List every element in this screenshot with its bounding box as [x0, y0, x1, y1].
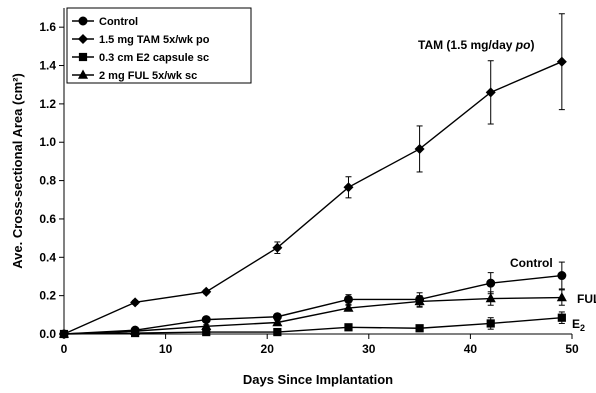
series-line — [63, 317, 562, 335]
data-point — [343, 302, 354, 312]
annotation-tam: TAM (1.5 mg/day po) — [418, 38, 534, 52]
series-4 — [58, 289, 567, 338]
series-line — [63, 274, 562, 335]
y-tick-label: 0.2 — [39, 289, 56, 303]
x-tick-label: 40 — [464, 342, 478, 356]
legend-entry: Control — [99, 16, 138, 28]
data-point — [415, 324, 424, 333]
series-line — [63, 61, 563, 335]
annotation-control: Control — [510, 256, 553, 270]
annotation-e2-sub: 2 — [580, 323, 585, 333]
data-point — [272, 316, 283, 327]
data-point — [486, 278, 496, 288]
legend-marker — [77, 69, 89, 79]
series-layer — [58, 13, 567, 340]
data-point — [130, 297, 141, 308]
legend-marker — [77, 33, 89, 45]
annotation-tam-prefix: TAM (1.5 mg/day — [418, 38, 516, 52]
x-tick-label: 0 — [61, 342, 68, 356]
data-point — [485, 87, 496, 98]
annotations: TAM (1.5 mg/day po) Control FUL E2 — [418, 38, 596, 333]
data-point — [273, 327, 282, 337]
data-point — [201, 320, 212, 331]
data-point — [272, 242, 283, 253]
series-line — [63, 296, 562, 335]
legend-entry: 0.3 cm E2 capsule sc — [99, 52, 209, 64]
x-tick-label: 30 — [362, 342, 376, 356]
y-tick-label: 1.6 — [39, 20, 56, 34]
y-axis-title: Ave. Cross-sectional Area (cm²) — [10, 73, 25, 269]
y-tick-label: 1.0 — [39, 135, 56, 149]
data-point — [486, 319, 495, 328]
legend-marker — [78, 52, 88, 62]
x-tick-label: 50 — [565, 342, 579, 356]
data-point — [414, 143, 425, 154]
y-tick-label: 1.4 — [39, 59, 56, 73]
x-tick-label: 10 — [159, 342, 173, 356]
data-point — [130, 325, 141, 335]
y-tick-label: 1.2 — [39, 97, 56, 111]
data-point — [556, 292, 567, 302]
data-point — [557, 313, 566, 322]
annotation-tam-suffix: ) — [530, 38, 534, 52]
annotation-ful: FUL — [577, 292, 596, 306]
legend-marker — [78, 16, 88, 26]
data-point — [414, 295, 425, 306]
data-point — [58, 328, 70, 338]
data-point — [557, 271, 567, 281]
data-point — [485, 292, 496, 303]
annotation-e2-main: E — [572, 317, 580, 331]
data-point — [344, 323, 353, 332]
annotation-tam-italic: po — [515, 38, 531, 52]
y-tick-label: 0.6 — [39, 212, 56, 226]
data-point — [201, 286, 212, 297]
data-point — [556, 56, 567, 67]
series-3 — [59, 311, 566, 339]
y-tick-label: 0.8 — [39, 174, 56, 188]
annotation-e2: E2 — [572, 317, 585, 333]
legend-entry: 2 mg FUL 5x/wk sc — [99, 70, 197, 82]
legend-box — [66, 7, 252, 84]
x-axis-title: Days Since Implantation — [243, 372, 393, 387]
x-tick-label: 20 — [261, 342, 275, 356]
y-tick-label: 0.4 — [39, 250, 56, 264]
legend: Control 1.5 mg TAM 5x/wk po 0.3 cm E2 caps… — [66, 7, 252, 84]
legend-entry: 1.5 mg TAM 5x/wk po — [99, 34, 210, 46]
data-point — [343, 182, 354, 193]
y-tick-label: 0.0 — [39, 327, 56, 341]
data-point — [343, 294, 353, 304]
axes: 0.0 0.2 0.4 0.6 0.8 1.0 1.2 1.4 1.6 0 10 20 30 40 50 Da… — [10, 8, 579, 387]
